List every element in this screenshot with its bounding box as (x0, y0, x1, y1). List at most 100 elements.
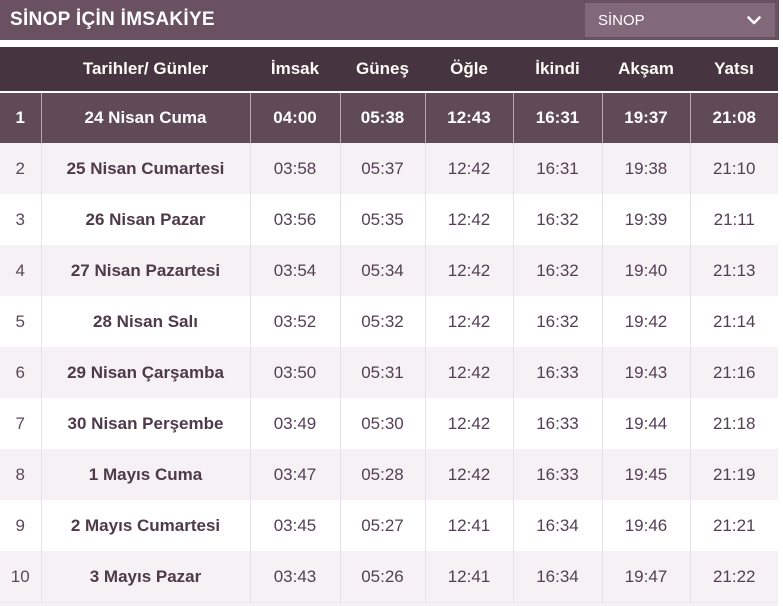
row-date: 28 Nisan Salı (41, 296, 251, 347)
time-yatsi: 21:10 (712, 158, 756, 178)
time-ogle: 12:41 (425, 500, 514, 551)
time-aksam: 19:40 (602, 245, 691, 296)
header-gap (0, 40, 779, 47)
table-row: 8 1 Mayıs Cuma 03:47 05:28 12:42 16:33 1… (0, 449, 778, 500)
time-yatsi: 21:13 (712, 260, 756, 280)
row-date: 2 Mayıs Cumartesi (41, 500, 251, 551)
time-ikindi: 16:34 (513, 500, 603, 551)
time-ikindi: 16:32 (513, 245, 603, 296)
time-ogle: 12:41 (425, 551, 514, 602)
row-number: 4 (0, 245, 42, 296)
time-yatsi: 21:22 (712, 566, 756, 586)
time-gunes: 05:28 (340, 449, 426, 500)
time-aksam: 19:44 (602, 398, 691, 449)
row-number: 1 (0, 91, 42, 143)
time-ogle: 12:43 (425, 91, 514, 143)
row-number: 9 (0, 500, 42, 551)
column-header-ogle: Öğle (425, 47, 513, 92)
row-date: 1 Mayıs Cuma (41, 449, 251, 500)
time-yatsi: 21:19 (712, 464, 756, 484)
row-date: 29 Nisan Çarşamba (41, 347, 251, 398)
time-aksam: 19:39 (602, 194, 691, 245)
table-row: 4 27 Nisan Pazartesi 03:54 05:34 12:42 1… (0, 245, 778, 296)
time-ogle: 12:42 (425, 347, 514, 398)
row-number: 6 (0, 347, 42, 398)
table-row: 7 30 Nisan Perşembe 03:49 05:30 12:42 16… (0, 398, 778, 449)
table-header: Tarihler/ Günler İmsak Güneş Öğle İkindi… (0, 47, 778, 92)
time-ikindi: 16:33 (513, 347, 603, 398)
row-number: 3 (0, 194, 42, 245)
time-ikindi: 16:33 (513, 398, 603, 449)
time-ogle: 12:42 (425, 449, 514, 500)
time-ikindi: 16:34 (513, 551, 603, 602)
table-row: 1 24 Nisan Cuma 04:00 05:38 12:43 16:31 … (0, 91, 778, 143)
time-gunes: 05:38 (340, 91, 426, 143)
row-date: 30 Nisan Perşembe (41, 398, 251, 449)
row-number: 8 (0, 449, 42, 500)
column-header-aksam: Akşam (602, 47, 690, 92)
title-bar: SİNOP İÇİN İMSAKİYE SİNOP (0, 0, 779, 40)
time-imsak: 03:54 (250, 245, 341, 296)
time-aksam: 19:38 (602, 143, 691, 194)
time-ogle: 12:42 (425, 296, 514, 347)
partial-next-row (0, 602, 778, 606)
time-gunes: 05:34 (340, 245, 426, 296)
time-imsak: 04:00 (250, 91, 341, 143)
time-gunes: 05:35 (340, 194, 426, 245)
table-row: 5 28 Nisan Salı 03:52 05:32 12:42 16:32 … (0, 296, 778, 347)
time-imsak: 03:43 (250, 551, 341, 602)
row-number: 5 (0, 296, 42, 347)
time-aksam: 19:37 (602, 91, 691, 143)
time-yatsi: 21:16 (712, 362, 756, 382)
time-yatsi: 21:18 (712, 413, 756, 433)
city-dropdown[interactable]: SİNOP (585, 3, 775, 37)
table-row: 2 25 Nisan Cumartesi 03:58 05:37 12:42 1… (0, 143, 778, 194)
prayer-times-table: Tarihler/ Günler İmsak Güneş Öğle İkindi… (0, 47, 778, 602)
table-row: 3 26 Nisan Pazar 03:56 05:35 12:42 16:32… (0, 194, 778, 245)
column-header-ikindi: İkindi (513, 47, 602, 92)
time-ikindi: 16:31 (513, 91, 603, 143)
time-aksam: 19:47 (602, 551, 691, 602)
time-imsak: 03:47 (250, 449, 341, 500)
time-ogle: 12:42 (425, 245, 514, 296)
time-gunes: 05:30 (340, 398, 426, 449)
time-imsak: 03:50 (250, 347, 341, 398)
time-imsak: 03:56 (250, 194, 341, 245)
column-header-empty (0, 47, 41, 92)
chevron-down-icon (747, 15, 761, 25)
time-gunes: 05:27 (340, 500, 426, 551)
time-gunes: 05:37 (340, 143, 426, 194)
page-title: SİNOP İÇİN İMSAKİYE (10, 9, 215, 30)
time-imsak: 03:58 (250, 143, 341, 194)
row-number: 10 (0, 551, 42, 602)
row-date: 27 Nisan Pazartesi (41, 245, 251, 296)
time-aksam: 19:45 (602, 449, 691, 500)
time-aksam: 19:42 (602, 296, 691, 347)
row-number: 7 (0, 398, 42, 449)
time-ikindi: 16:31 (513, 143, 603, 194)
time-ikindi: 16:32 (513, 296, 603, 347)
column-header-dates: Tarihler/ Günler (41, 47, 250, 92)
time-yatsi: 21:14 (712, 311, 756, 331)
time-yatsi: 21:21 (712, 515, 756, 535)
column-header-imsak: İmsak (250, 47, 340, 92)
row-number: 2 (0, 143, 42, 194)
table-row: 9 2 Mayıs Cumartesi 03:45 05:27 12:41 16… (0, 500, 778, 551)
time-ogle: 12:42 (425, 398, 514, 449)
row-date: 24 Nisan Cuma (41, 91, 251, 143)
time-gunes: 05:32 (340, 296, 426, 347)
time-gunes: 05:26 (340, 551, 426, 602)
time-gunes: 05:31 (340, 347, 426, 398)
time-imsak: 03:49 (250, 398, 341, 449)
time-ikindi: 16:33 (513, 449, 603, 500)
time-aksam: 19:46 (602, 500, 691, 551)
row-date: 26 Nisan Pazar (41, 194, 251, 245)
table-row: 6 29 Nisan Çarşamba 03:50 05:31 12:42 16… (0, 347, 778, 398)
table-body: 1 24 Nisan Cuma 04:00 05:38 12:43 16:31 … (0, 91, 778, 602)
time-aksam: 19:43 (602, 347, 691, 398)
time-yatsi: 21:11 (713, 209, 755, 229)
time-imsak: 03:52 (250, 296, 341, 347)
row-date: 25 Nisan Cumartesi (41, 143, 251, 194)
time-yatsi: 21:08 (690, 91, 778, 143)
